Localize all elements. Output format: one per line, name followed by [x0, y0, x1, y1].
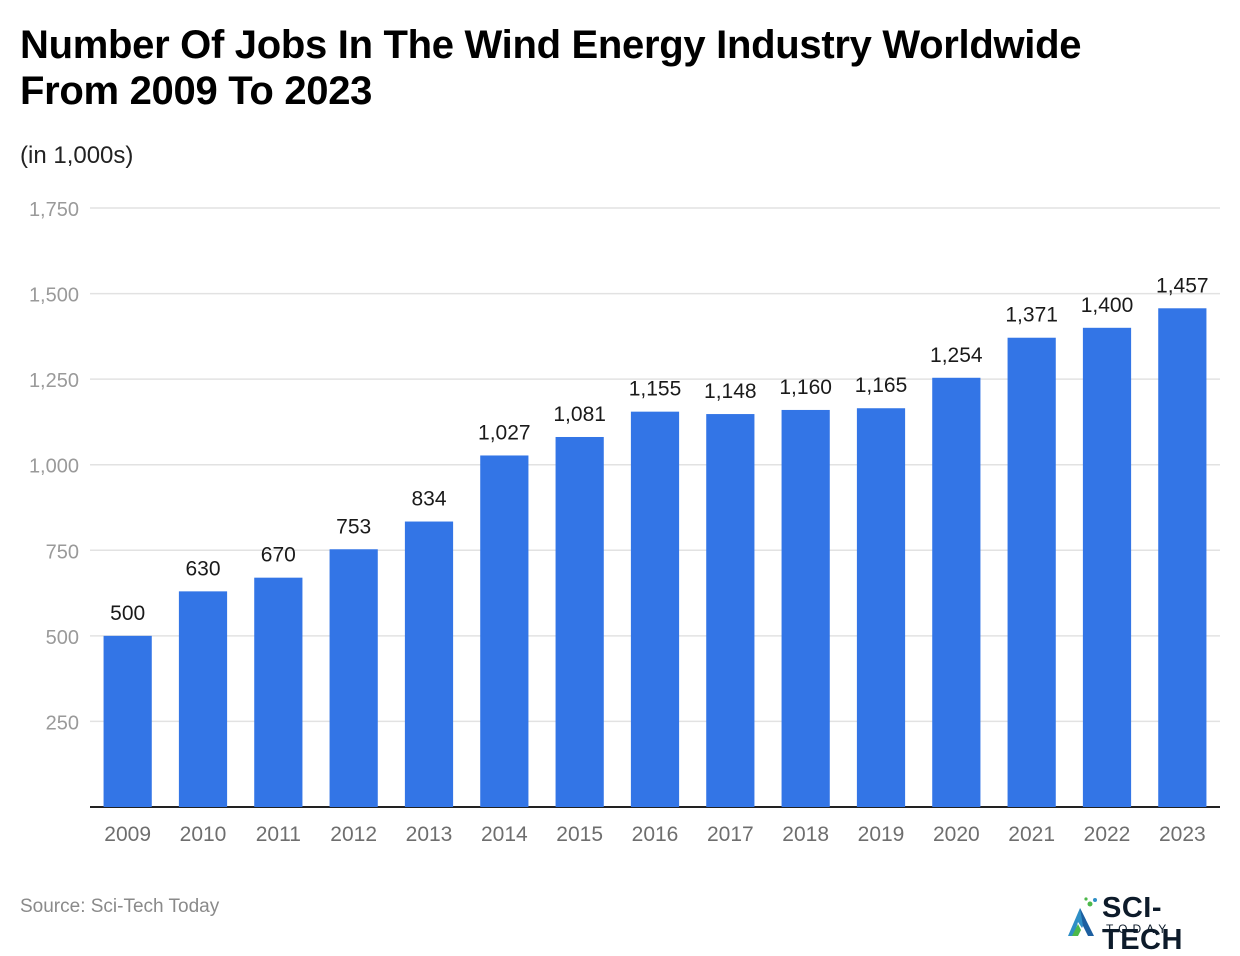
x-tick-label: 2009: [104, 823, 151, 846]
x-tick-label: 2015: [556, 823, 603, 846]
chart-title-line-1: Number Of Jobs In The Wind Energy Indust…: [20, 23, 1082, 67]
bar-value-label: 1,457: [1156, 274, 1209, 297]
bar: [932, 377, 981, 807]
x-tick-label: 2013: [406, 823, 453, 846]
logo-mark-icon: [1068, 897, 1097, 936]
x-tick-label: 2022: [1084, 823, 1131, 846]
bar-chart: 500 630 670 753 834 1,027 1,081 1,155 1,148 1,160…: [29, 199, 1220, 846]
y-tick-label: 500: [46, 627, 79, 649]
x-tick-label: 2018: [782, 823, 829, 846]
bar-value-label: 1,160: [779, 376, 832, 399]
bar-value-label: 1,254: [930, 344, 983, 367]
x-tick-label: 2012: [330, 823, 377, 846]
bar: [480, 455, 529, 807]
bar-value-label: 834: [411, 488, 446, 511]
bar-value-label: 1,155: [629, 378, 682, 401]
bar: [329, 549, 378, 807]
bar-value-label: 670: [261, 544, 296, 567]
logo-tagline: TODAY: [1106, 922, 1172, 936]
bar-value-label: 753: [336, 515, 371, 538]
y-tick-label: 1,500: [29, 285, 79, 307]
bar-value-label: 500: [110, 602, 145, 625]
bar-value-label: 630: [185, 557, 220, 580]
bar: [404, 521, 454, 807]
source-note: Source: Sci-Tech Today: [20, 896, 220, 917]
bar: [1158, 308, 1207, 807]
y-tick-label: 1,250: [29, 370, 79, 392]
sci-tech-today-logo: SCI-TECH TODAY: [1064, 892, 1240, 956]
chart-subtitle: (in 1,000s): [20, 142, 134, 169]
bar-value-label: 1,027: [478, 421, 531, 444]
value-labels: 500 630 670 753 834 1,027 1,081 1,155 1,148 1,160…: [110, 274, 1208, 625]
bar: [1007, 337, 1056, 807]
x-tick-label: 2010: [180, 823, 227, 846]
bar: [781, 409, 830, 807]
bar-value-label: 1,081: [553, 403, 606, 426]
bar: [254, 577, 303, 807]
x-tick-label: 2014: [481, 823, 528, 846]
bar: [103, 635, 152, 807]
x-axis-ticks: 2009 2010 2011 2012 2013 2014 2015 2016 2017 2018…: [104, 823, 1205, 846]
bar: [555, 436, 604, 807]
bar: [706, 414, 755, 807]
y-tick-label: 250: [46, 712, 79, 734]
bar-value-label: 1,371: [1005, 304, 1058, 327]
y-axis-ticks: 250 500 750 1,000 1,250 1,500 1,750: [29, 199, 79, 734]
bar-value-label: 1,148: [704, 380, 757, 403]
y-tick-label: 750: [46, 541, 79, 563]
chart-title-line-2: From 2009 To 2023: [20, 69, 373, 113]
y-tick-label: 1,000: [29, 456, 79, 478]
bar-value-label: 1,400: [1081, 294, 1134, 317]
x-tick-label: 2023: [1159, 823, 1206, 846]
y-tick-label: 1,750: [29, 199, 79, 221]
x-tick-label: 2017: [707, 823, 754, 846]
chart-title: Number Of Jobs In The Wind Energy Indust…: [20, 22, 1220, 114]
bar: [856, 408, 906, 807]
x-tick-label: 2020: [933, 823, 980, 846]
bars: [103, 308, 1207, 807]
x-tick-label: 2016: [632, 823, 679, 846]
x-tick-label: 2011: [256, 823, 301, 846]
bar-value-label: 1,165: [855, 374, 908, 397]
bar: [1082, 327, 1132, 807]
x-tick-label: 2021: [1008, 823, 1055, 846]
x-tick-label: 2019: [858, 823, 905, 846]
bar: [178, 591, 228, 807]
bar: [630, 411, 680, 807]
